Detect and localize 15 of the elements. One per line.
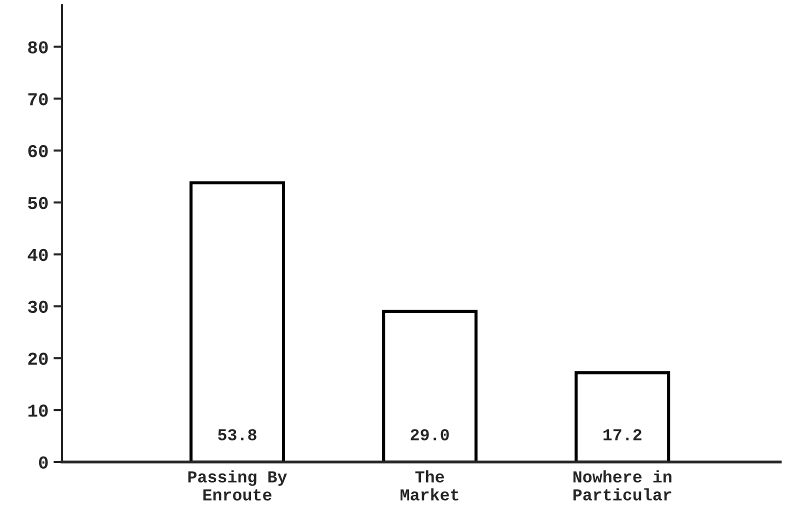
y-tick-label: 10 (28, 404, 48, 417)
x-tick-label: Passing By Enroute (188, 470, 287, 501)
data-label: 53.8 (218, 429, 256, 440)
x-tick-label: Nowhere in Particular (573, 470, 672, 500)
y-tick-label: 40 (28, 248, 48, 262)
y-tick-label: 20 (28, 352, 48, 365)
x-tick-label: The Market (400, 470, 458, 500)
y-tick-label: 0 (39, 456, 48, 469)
y-tick-label: 50 (28, 196, 48, 210)
data-label: 29.0 (410, 429, 449, 440)
y-tick-label: 80 (28, 41, 48, 54)
y-tick-label: 30 (28, 300, 48, 314)
y-tick-label: 70 (28, 93, 48, 106)
data-label: 17.2 (604, 429, 642, 440)
y-tick-label: 60 (28, 145, 48, 158)
